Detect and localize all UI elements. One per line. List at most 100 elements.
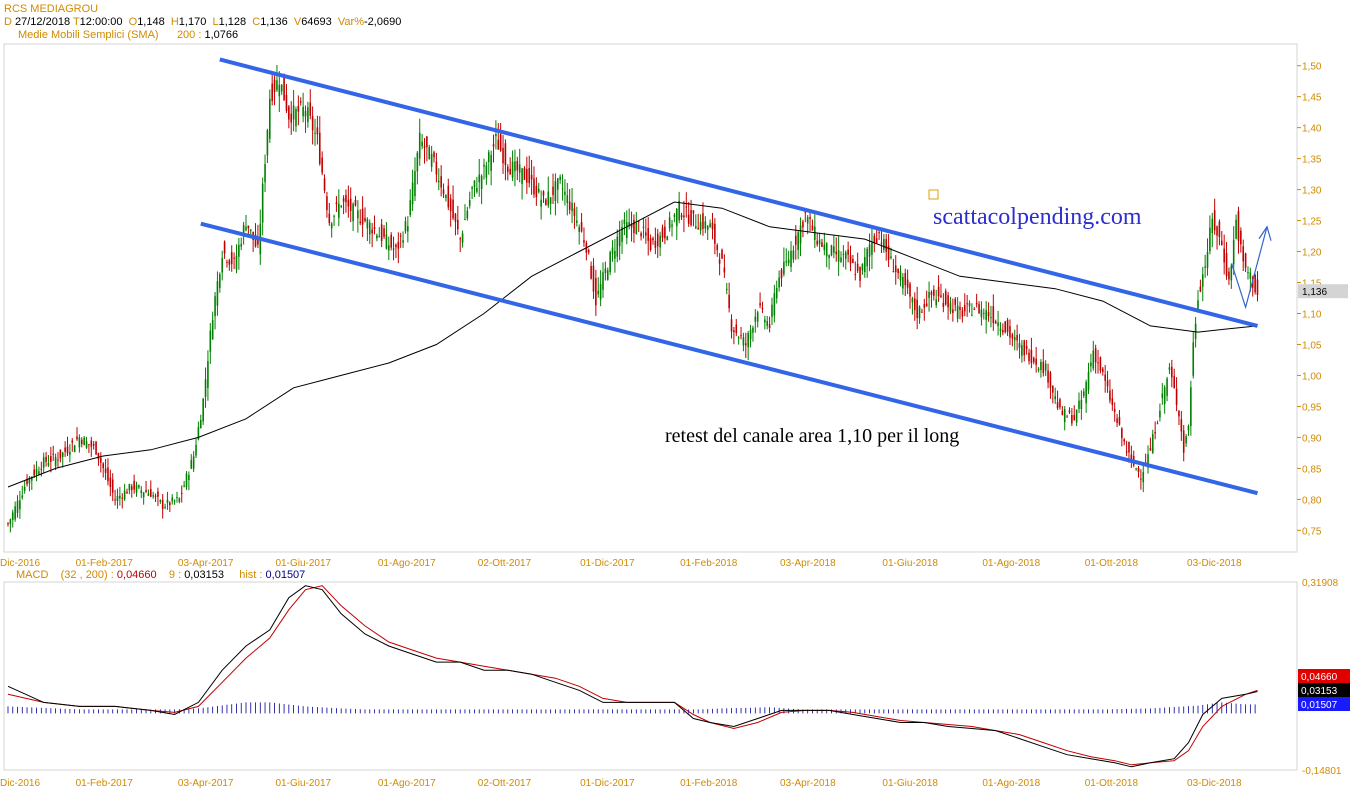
candle-body [171, 497, 174, 502]
candle-body [659, 235, 661, 248]
candle-body [273, 79, 276, 93]
candle-body [759, 303, 761, 306]
candle-body [942, 302, 945, 308]
candle-body [1063, 409, 1066, 423]
candle-body [645, 232, 647, 236]
candle-body [102, 463, 104, 469]
candle-body [609, 252, 611, 273]
candle-body [516, 160, 519, 171]
candle-body [990, 317, 992, 319]
candle-body [461, 233, 464, 243]
candle-body [628, 222, 630, 226]
candle-body [952, 309, 954, 314]
candle-body [202, 398, 204, 422]
candle-body [630, 223, 633, 228]
candle-body [223, 241, 226, 254]
candle-body [1175, 388, 1178, 405]
macd-params: (32 , 200) : [60, 569, 114, 581]
candle-body [59, 449, 62, 459]
hist-label: hist : [239, 569, 263, 581]
candle-body [963, 305, 966, 312]
candle-body [1078, 400, 1080, 409]
candle-body [357, 210, 359, 219]
candle-body [1054, 396, 1056, 400]
candle-body [235, 255, 238, 270]
candle-body [868, 244, 871, 257]
candle-body [580, 222, 583, 232]
candle-body [728, 294, 730, 309]
candle-body [1073, 414, 1076, 421]
candle-body [264, 164, 266, 183]
candle-body [1185, 436, 1187, 444]
candle-body [1228, 271, 1230, 280]
candle-body [404, 221, 407, 232]
candle-body [383, 228, 385, 237]
open-value: 1,148 [137, 16, 165, 28]
candle-body [499, 134, 502, 151]
candle-body [714, 223, 716, 244]
candle-body [894, 265, 897, 273]
candle-body [530, 174, 533, 180]
candle-body [725, 288, 728, 290]
candle-body [890, 256, 892, 259]
candle-body [188, 475, 190, 480]
candle-body [733, 330, 735, 333]
candle-body [368, 222, 371, 235]
candle-body [1080, 399, 1083, 409]
date-label: 03-Dic-2018 [1187, 558, 1242, 569]
candle-body [633, 219, 635, 234]
price-tick-label: 1,50 [1302, 62, 1322, 73]
candle-body [340, 205, 342, 207]
macd-histogram [7, 702, 1256, 714]
candle-body [590, 265, 592, 279]
candle-body [216, 281, 219, 306]
channel-upper-line [219, 57, 1258, 328]
candle-body [428, 146, 431, 160]
candle-body [545, 199, 547, 205]
candle-body [21, 495, 24, 498]
candle-body [1018, 343, 1021, 348]
candle-body [14, 506, 16, 520]
candle-body [285, 94, 288, 111]
candle-body [119, 495, 121, 499]
candle-body [157, 491, 159, 497]
candle-body [31, 476, 33, 481]
candle-body [116, 496, 119, 501]
candle-body [1230, 265, 1233, 281]
candle-body [178, 498, 181, 502]
candle-body [940, 295, 942, 297]
candle-body [618, 231, 621, 247]
candle-body [1166, 378, 1168, 396]
candle-body [433, 152, 435, 158]
candle-body [985, 310, 987, 321]
candle-body [1163, 387, 1166, 405]
candle-body [478, 174, 481, 183]
candle-body [290, 113, 293, 123]
candle-body [1037, 368, 1040, 371]
candle-body [71, 440, 74, 443]
candle-body [78, 437, 81, 448]
candle-body [395, 244, 397, 248]
candle-body [1090, 362, 1092, 367]
candle-body [675, 208, 678, 227]
candle-body [752, 327, 754, 333]
candle-body [459, 238, 461, 240]
candle-body [138, 485, 140, 488]
candle-body [1011, 334, 1014, 339]
candle-body [1102, 368, 1104, 373]
candle-body [1111, 398, 1114, 405]
candle-body [385, 234, 388, 249]
date-label: 01-Ago-2017 [378, 558, 436, 569]
candle-body [1116, 418, 1118, 423]
date-label: 01-Ott-2018 [1085, 558, 1139, 569]
candle-body [1168, 367, 1171, 370]
candle-body [878, 232, 880, 234]
candle-body [799, 225, 802, 244]
candle-body [11, 512, 14, 520]
candle-body [280, 84, 283, 92]
candle-body [792, 250, 795, 260]
price-tick-label: 1,15 [1302, 279, 1322, 290]
candle-body [768, 324, 771, 328]
candle-body [1182, 430, 1185, 453]
last-price-box [1298, 284, 1348, 299]
